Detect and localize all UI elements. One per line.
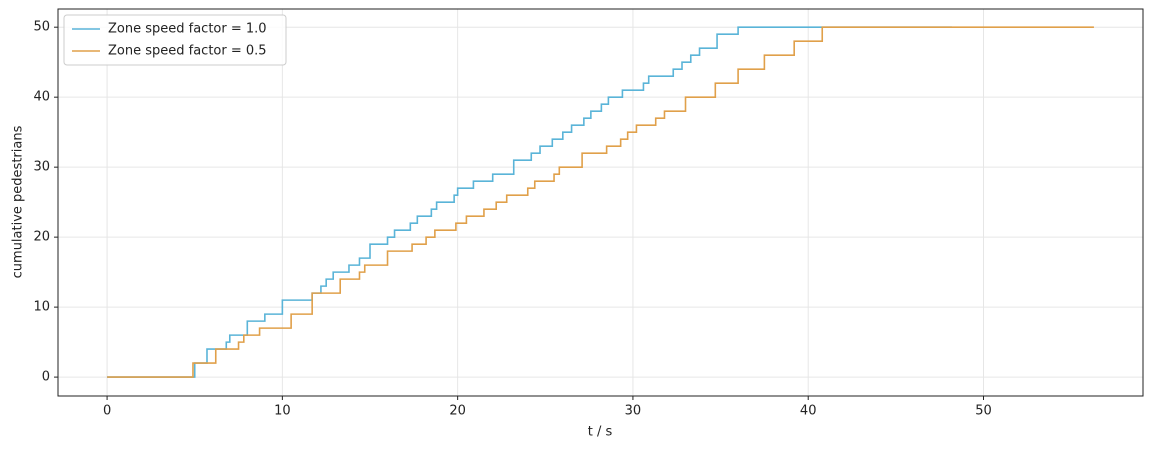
y-axis-label: cumulative pedestrians xyxy=(11,125,26,278)
y-tick-label: 20 xyxy=(33,230,50,245)
x-tick-label: 40 xyxy=(800,404,817,419)
x-tick-label: 20 xyxy=(449,404,466,419)
x-tick-label: 10 xyxy=(274,404,291,419)
data-line xyxy=(107,26,952,378)
x-tick-label: 0 xyxy=(103,404,111,419)
y-tick-label: 40 xyxy=(33,90,50,105)
x-tick-label: 30 xyxy=(625,404,642,419)
legend-label: Zone speed factor = 0.5 xyxy=(108,44,267,59)
y-tick-label: 10 xyxy=(33,300,50,315)
x-axis-label: t / s xyxy=(588,425,613,440)
y-tick-label: 30 xyxy=(33,160,50,175)
y-tick-label: 0 xyxy=(42,370,50,385)
plot-frame xyxy=(57,8,1144,397)
x-tick-label: 50 xyxy=(975,404,992,419)
data-line xyxy=(107,26,1094,378)
legend-box xyxy=(63,14,287,66)
legend-label: Zone speed factor = 1.0 xyxy=(108,22,267,37)
y-tick-label: 50 xyxy=(33,20,50,35)
